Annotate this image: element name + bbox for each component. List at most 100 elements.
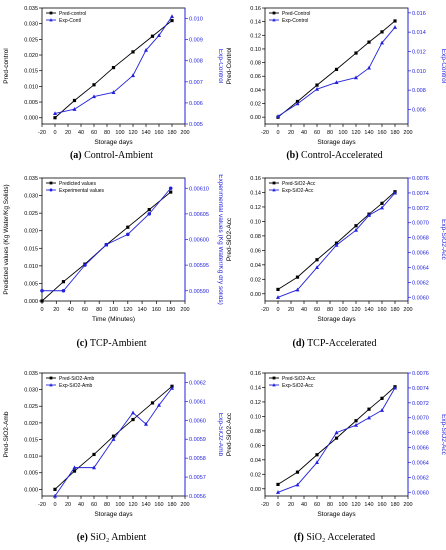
data-point: [367, 407, 371, 411]
y2-tick-label: 0.0072: [412, 206, 429, 212]
caption-e: (e) SiO₂ Ambient: [76, 532, 147, 543]
y2-tick-label: 0.0074: [412, 386, 429, 392]
caption-b: (b) Control-Accelerated: [286, 150, 383, 161]
data-point: [83, 263, 87, 267]
legend-marker: [272, 11, 276, 15]
y2-tick-label: 0.0064: [412, 460, 429, 466]
y2-axis-label: Exp-Control: [217, 49, 223, 84]
data-point: [315, 453, 319, 457]
data-point: [380, 396, 384, 400]
y2-tick-label: 0.007: [189, 80, 203, 86]
x-tick-label: 0: [40, 307, 43, 313]
legend-label: Pred-SiO2-Amb: [59, 376, 95, 382]
x-tick-label: 0: [276, 307, 279, 313]
x-tick-label: 20: [65, 502, 71, 508]
data-point: [315, 87, 319, 91]
y-tick-label: 0.025: [24, 404, 38, 410]
chart-svg-e: -20 0 20 40 60 80 100 120 140 160 180 200 0.000 0.005…: [3, 371, 224, 518]
legend-label: Pred-SiO2-Acc: [282, 181, 316, 187]
legend-label: Pred-SiO2-Acc: [282, 376, 316, 382]
x-tick-label: 0: [276, 130, 279, 136]
chart-panel-b: -20 0 20 40 60 80 100 120 140 160 180 200 0.00 0.02 0.…: [223, 0, 446, 148]
y-axis-label: Pred-SiO2-Acc: [226, 412, 233, 456]
y-axis-label: Pred-Control: [226, 47, 233, 84]
y2-tick-label: 0.0066: [412, 446, 429, 452]
series-line: [41, 191, 171, 302]
data-point: [295, 482, 300, 487]
plot-frame: [41, 372, 186, 497]
y-tick-label: 0.14: [250, 190, 261, 196]
data-point: [157, 402, 161, 407]
x-axis-label: Storage days: [317, 316, 356, 323]
legend-marker: [272, 376, 276, 380]
x-tick-label: 140: [364, 307, 373, 313]
x-tick-label: 40: [68, 307, 74, 313]
y-tick-label: 0.16: [250, 6, 261, 12]
data-point: [315, 258, 319, 262]
y-tick-label: 0.010: [24, 454, 38, 460]
y-tick-label: 0.000: [24, 299, 38, 305]
x-tick-label: 140: [138, 307, 147, 313]
y-axis-label: Pred-control: [3, 48, 10, 84]
y-tick-label: 0.015: [24, 246, 38, 252]
data-point: [367, 415, 371, 420]
data-point: [276, 482, 280, 487]
data-point: [315, 83, 319, 87]
data-point: [380, 205, 384, 210]
y-tick-label: 0.08: [250, 429, 261, 435]
legend-marker: [272, 188, 276, 192]
y-tick-label: 0.000: [24, 116, 38, 122]
chart-svg-b: -20 0 20 40 60 80 100 120 140 160 180 200 0.00 0.02 0.…: [226, 6, 446, 146]
data-point: [295, 101, 300, 106]
x-tick-label: 20: [288, 307, 294, 313]
y-tick-label: 0.000: [24, 487, 38, 493]
x-tick-label: -20: [261, 502, 269, 508]
x-tick-label: 140: [141, 502, 150, 508]
data-point: [92, 94, 96, 99]
chart-panel-f: -20 0 20 40 60 80 100 120 140 160 180 200 0.00 0.02 0.…: [223, 365, 446, 520]
data-point: [72, 465, 77, 470]
data-point: [170, 14, 174, 19]
data-point: [104, 242, 109, 247]
y-tick-label: 0.02: [250, 277, 261, 283]
y2-tick-label: 0.00610: [189, 186, 209, 192]
y2-tick-label: 0.0062: [189, 380, 206, 386]
data-point: [315, 460, 319, 465]
data-point: [380, 30, 384, 34]
y-tick-label: 0.005: [24, 471, 38, 477]
legend-marker: [49, 383, 53, 387]
data-point: [126, 232, 130, 237]
y-tick-label: 0.030: [24, 194, 38, 200]
y2-tick-label: 0.0068: [412, 431, 429, 437]
x-tick-label: 180: [167, 502, 176, 508]
data-point: [170, 18, 174, 23]
data-point: [53, 116, 57, 120]
legend-label: Exp-SiO2-Acc: [282, 188, 314, 194]
y-tick-label: 0.16: [250, 176, 261, 182]
x-axis-label: Storage days: [317, 139, 356, 146]
data-point: [380, 201, 384, 205]
data-point: [354, 224, 358, 228]
data-point: [334, 67, 339, 72]
y2-tick-label: 0.0066: [412, 251, 429, 257]
y-axis-label: Pred-SiO2-Amb: [3, 411, 10, 457]
x-tick-label: 120: [123, 307, 132, 313]
data-point: [367, 40, 371, 44]
x-tick-label: 200: [180, 307, 189, 313]
data-point: [92, 465, 96, 470]
x-tick-label: 160: [377, 130, 386, 136]
x-tick-label: 120: [128, 130, 137, 136]
caption-a: (a) Control-Ambient: [69, 150, 154, 161]
x-tick-label: 0: [53, 502, 56, 508]
data-point: [334, 436, 339, 440]
y-tick-label: 0.020: [24, 421, 38, 427]
x-axis-label: Storage days: [317, 511, 356, 518]
y2-axis-label: Experimental values (Kg Water/Kg dry sol…: [217, 174, 223, 305]
y2-tick-label: 0.0068: [412, 236, 429, 242]
data-point: [367, 213, 371, 217]
legend-box: [269, 374, 327, 390]
y2-tick-label: 0.0076: [412, 176, 429, 182]
y2-tick-label: 0.0059: [189, 437, 206, 443]
legend-marker: [272, 181, 276, 185]
y-tick-label: 0.035: [24, 176, 38, 182]
